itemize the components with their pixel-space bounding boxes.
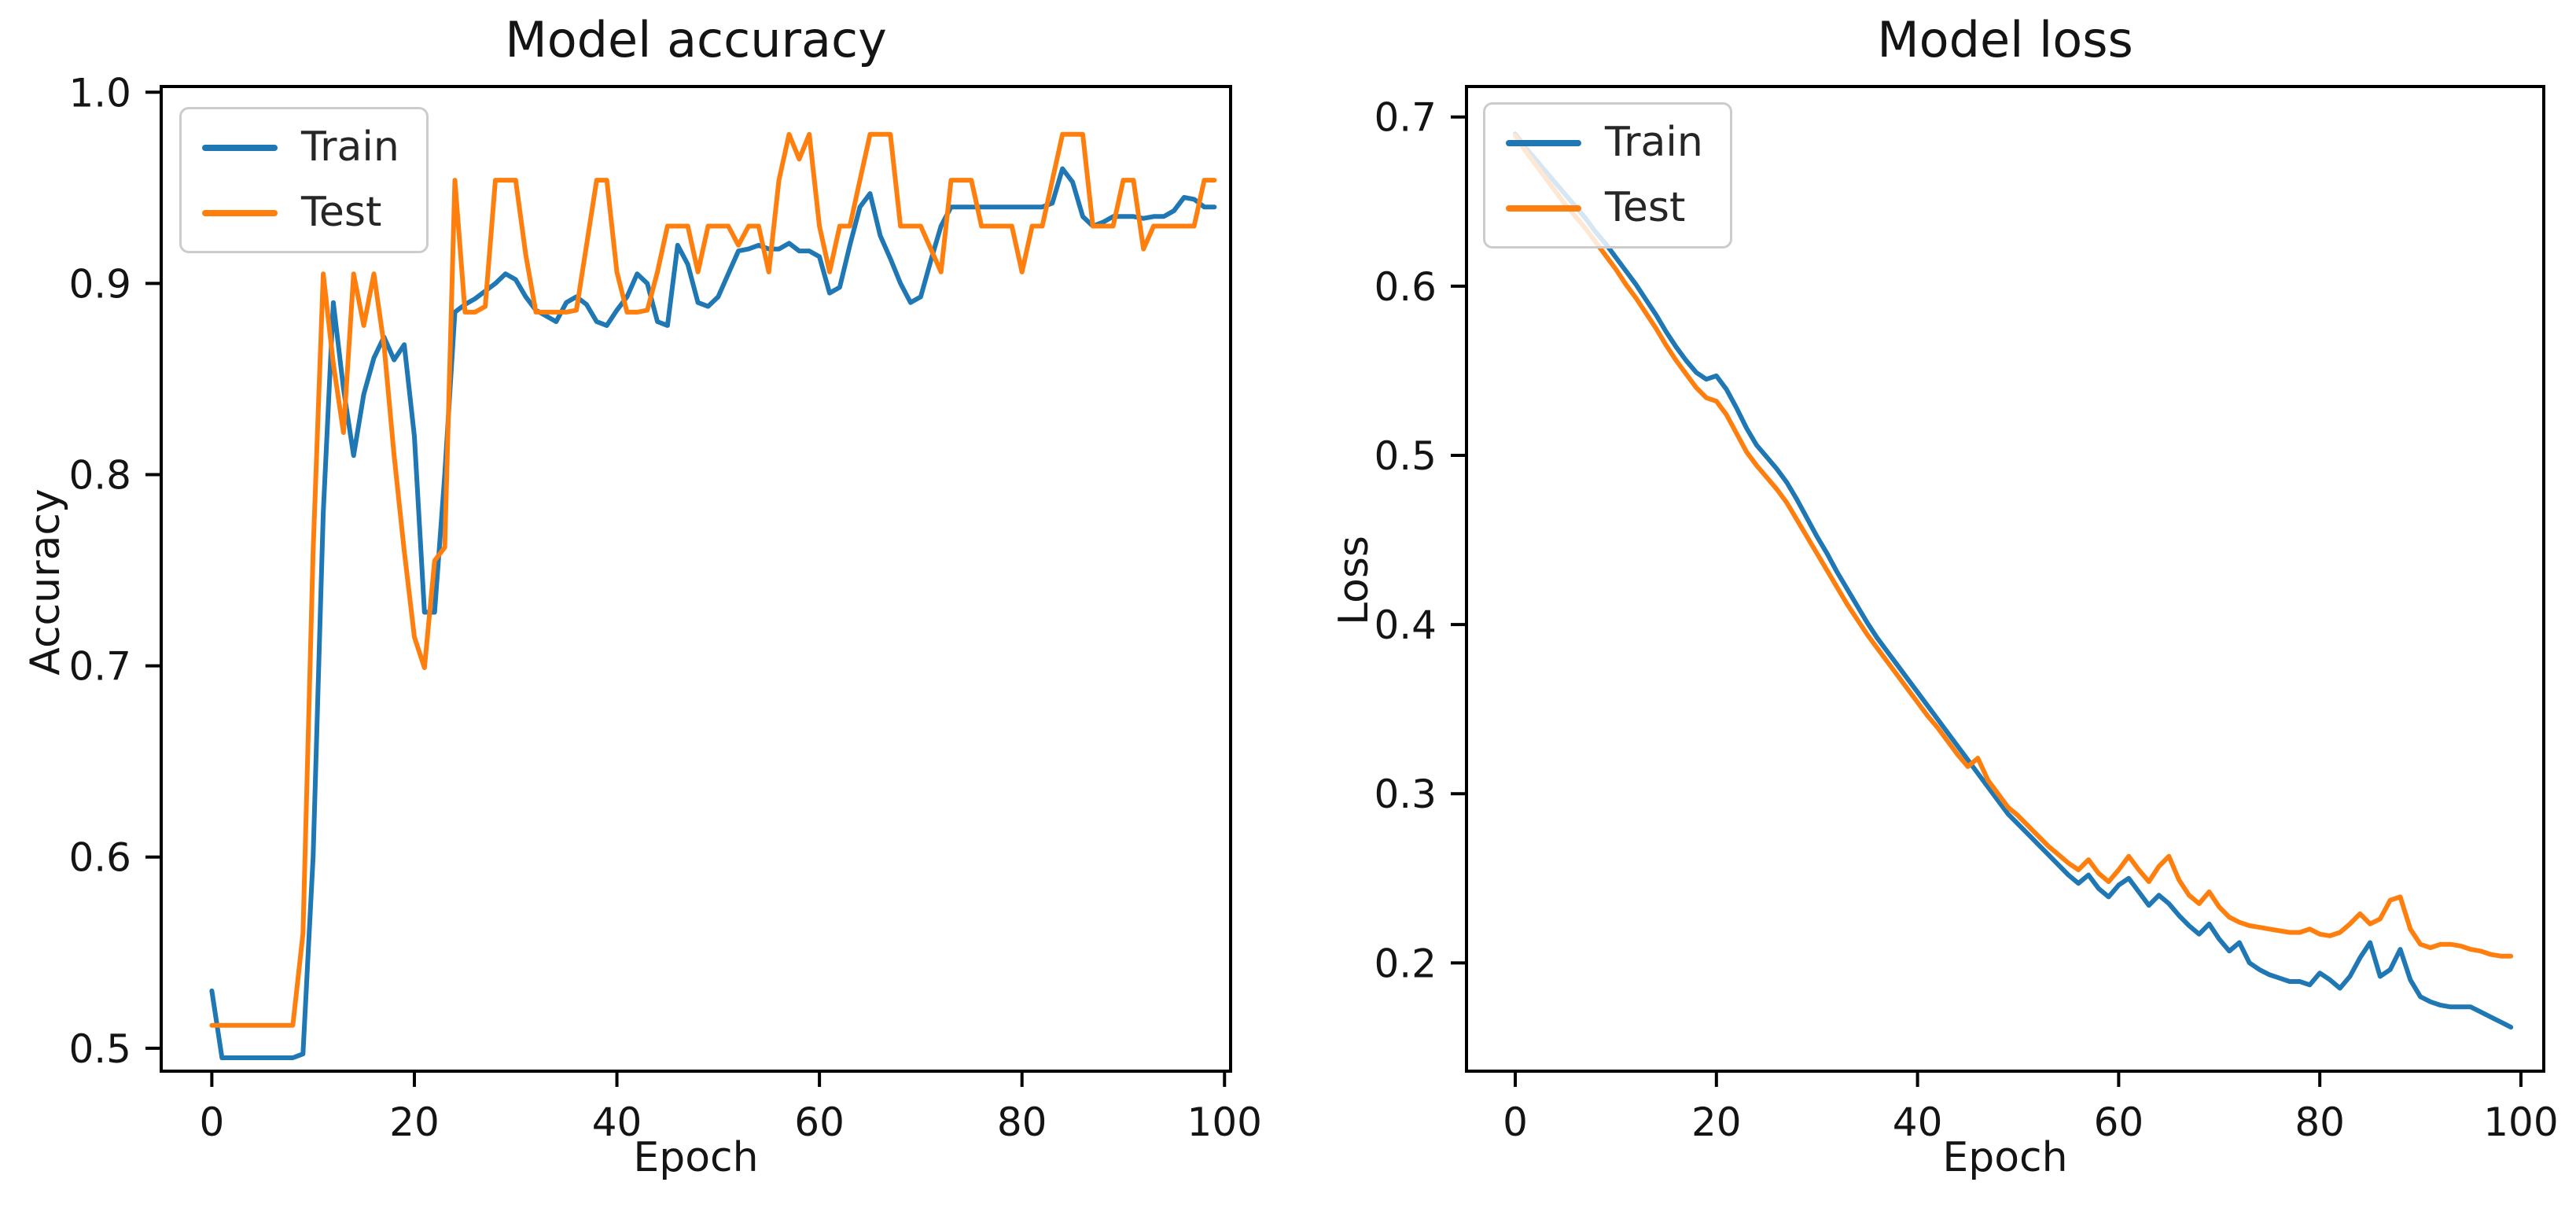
loss-x-tick-label: 40 [1893, 1099, 1943, 1145]
legend-item-train: Train [1506, 120, 1703, 165]
accuracy-y-tick-label: 0.5 [68, 1026, 131, 1072]
legend-label-train: Train [301, 123, 399, 171]
loss-y-tick-label: 0.2 [1374, 941, 1437, 986]
train-line-swatch-icon [202, 144, 278, 151]
test-line-swatch-icon [1506, 204, 1581, 212]
legend-item-train: Train [202, 123, 399, 171]
loss-x-tick-label: 0 [1503, 1099, 1528, 1145]
accuracy-y-tick-label: 0.6 [68, 835, 131, 881]
loss-train-line [1513, 131, 2514, 1030]
accuracy-y-tick-label: 0.8 [68, 453, 131, 499]
accuracy-x-tick-label: 80 [997, 1099, 1047, 1145]
loss-y-tick-label: 0.7 [1374, 95, 1437, 141]
accuracy-x-tick-label: 0 [199, 1099, 224, 1145]
train-line-swatch-icon [1506, 139, 1581, 146]
loss-legend: Train Test [1483, 102, 1732, 249]
accuracy-y-tick-label: 0.9 [68, 261, 131, 307]
legend-label-test: Test [1605, 184, 1686, 232]
accuracy-x-tick-label: 60 [794, 1099, 845, 1145]
loss-x-tick-label: 100 [2483, 1099, 2558, 1145]
accuracy-y-tick-label: 1.0 [68, 70, 131, 116]
legend-label-train: Train [1605, 119, 1703, 166]
loss-x-tick-label: 80 [2294, 1099, 2345, 1145]
loss-y-tick-label: 0.6 [1374, 264, 1437, 310]
legend-item-test: Test [1506, 184, 1703, 232]
loss-plot-frame [1465, 85, 2545, 1073]
test-line-swatch-icon [202, 209, 278, 216]
accuracy-x-tick-label: 20 [389, 1099, 440, 1145]
loss-y-tick-label: 0.5 [1374, 433, 1437, 479]
accuracy-yaxis-label: Accuracy [22, 488, 69, 676]
accuracy-y-tick-label: 0.7 [68, 644, 131, 690]
loss-test-line [1513, 133, 2514, 959]
accuracy-test-line [209, 131, 1217, 1028]
accuracy-plot-frame [160, 85, 1232, 1073]
accuracy-xaxis-label: Epoch [633, 1134, 759, 1181]
accuracy-plot-title: Model accuracy [505, 11, 887, 68]
accuracy-train-line [209, 166, 1217, 1060]
loss-plot-title: Model loss [1877, 11, 2133, 68]
loss-y-tick-label: 0.3 [1374, 772, 1437, 817]
accuracy-x-tick-label: 40 [592, 1099, 642, 1145]
loss-yaxis-label: Loss [1330, 535, 1378, 626]
legend-item-test: Test [202, 190, 399, 235]
accuracy-legend: Train Test [179, 107, 429, 254]
loss-x-tick-label: 60 [2094, 1099, 2144, 1145]
legend-label-test: Test [301, 189, 382, 237]
loss-x-tick-label: 20 [1691, 1099, 1742, 1145]
loss-y-tick-label: 0.4 [1374, 602, 1437, 648]
loss-xaxis-label: Epoch [1942, 1134, 2068, 1181]
accuracy-x-tick-label: 100 [1187, 1099, 1262, 1145]
